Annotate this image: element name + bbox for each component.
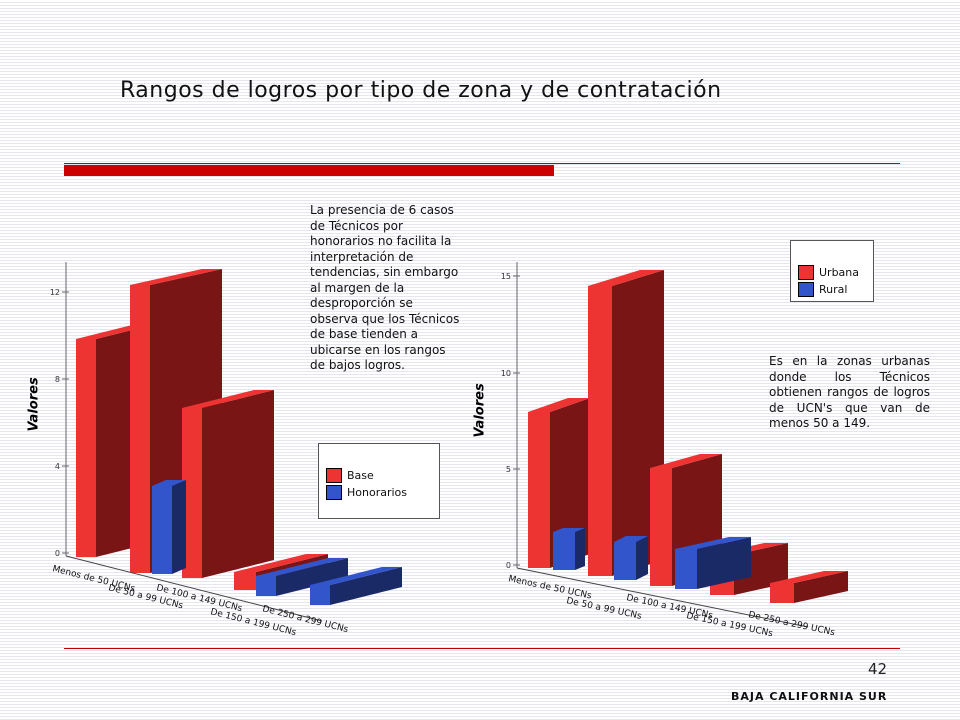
chart-1-bar-base-3-top xyxy=(234,554,328,572)
legend-item-rural: Rural xyxy=(798,282,866,297)
urbana-swatch-icon xyxy=(798,265,814,280)
chart-2-bar-rural-0-top xyxy=(553,528,585,532)
chart-2-category-label: Menos de 50 UCNs xyxy=(507,574,592,601)
chart-2-bar-urbana-1-top xyxy=(588,270,664,286)
chart-2-bar-urbana-4-front xyxy=(770,583,794,603)
legend-item-base: Base xyxy=(326,468,432,483)
chart-2-ylabel: Valores xyxy=(472,383,488,438)
chart-2-bar-urbana-0-front xyxy=(528,412,550,568)
chart-1-tick-label: 8 xyxy=(55,375,60,384)
left-note: La presencia de 6 casos de Técnicos por … xyxy=(310,203,460,372)
chart-1-bar-honorarios-2-side xyxy=(330,567,402,605)
chart-1-bar-honorarios-2-top xyxy=(310,567,402,585)
chart-2-bar-urbana-0-top xyxy=(528,398,590,412)
chart-1-bar-base-2-front xyxy=(182,408,202,578)
chart-1-bar-base-1-front xyxy=(130,285,150,573)
chart-2-tick-label: 0 xyxy=(506,561,511,570)
chart-1-bar-base-2-side xyxy=(202,390,274,578)
chart-2-bar-rural-2-front xyxy=(675,549,697,589)
chart-1-bar-base-3-front xyxy=(234,572,256,590)
chart-1-bar-honorarios-1-side xyxy=(276,558,348,596)
page-title: Rangos de logros por tipo de zona y de c… xyxy=(120,78,722,103)
legend-label-honorarios: Honorarios xyxy=(347,486,408,499)
chart-2-bar-urbana-2-front xyxy=(650,468,672,586)
chart-2-tick-label: 10 xyxy=(501,369,511,378)
base-swatch-icon xyxy=(326,468,342,483)
chart-2-bar-rural-2-side xyxy=(697,537,751,589)
chart-1-tick-label: 4 xyxy=(55,462,60,471)
chart-1-bar-honorarios-0-top xyxy=(152,480,186,486)
chart-2-x-axis xyxy=(516,567,809,628)
chart-2-bar-rural-2-top xyxy=(675,537,751,549)
chart-1-tick-label: 0 xyxy=(55,549,60,558)
title-accent-bar xyxy=(64,165,554,176)
honorarios-swatch-icon xyxy=(326,485,342,500)
chart-1-bar-honorarios-0-front xyxy=(152,486,172,574)
page-number: 42 xyxy=(868,660,888,678)
chart-1-bar-base-2-top xyxy=(182,390,274,408)
chart-1-bar-base-1-top xyxy=(130,269,222,285)
legend-label-base: Base xyxy=(347,469,374,482)
chart-2-bar-rural-1-top xyxy=(614,536,648,542)
chart-1-bar-base-0-front xyxy=(76,339,96,557)
chart-2-tick-label: 5 xyxy=(506,465,511,474)
chart-2-bar-urbana-1-front xyxy=(588,286,612,576)
chart-2-legend: Urbana Rural xyxy=(790,240,874,302)
bottom-divider xyxy=(64,648,900,649)
chart-2-bar-urbana-0-side xyxy=(550,398,590,568)
chart-2-bar-rural-0-front xyxy=(553,532,575,570)
chart-2-bar-rural-1-side xyxy=(636,536,648,580)
legend-item-urbana: Urbana xyxy=(798,265,866,280)
top-divider xyxy=(64,163,900,164)
right-note: Es en la zonas urbanas donde los Técnico… xyxy=(769,354,930,430)
chart-2-bar-urbana-4-side xyxy=(794,571,848,603)
legend-item-honorarios: Honorarios xyxy=(326,485,432,500)
chart-2-tick-label: 15 xyxy=(501,272,511,281)
chart-1-tick-label: 12 xyxy=(50,288,60,297)
chart-2-bar-rural-0-side xyxy=(575,528,585,570)
chart-1-bar-honorarios-1-top xyxy=(256,558,348,576)
footer-label: BAJA CALIFORNIA SUR xyxy=(731,690,888,703)
legend-label-urbana: Urbana xyxy=(819,266,860,279)
chart-2-bar-urbana-4-top xyxy=(770,571,848,583)
legend-label-rural: Rural xyxy=(819,283,848,296)
chart-1-x-axis xyxy=(65,555,323,622)
chart-2-bar-rural-1-front xyxy=(614,542,636,580)
rural-swatch-icon xyxy=(798,282,814,297)
chart-1-bar-honorarios-1-front xyxy=(256,576,276,596)
chart-1-legend: Base Honorarios xyxy=(318,443,440,519)
chart-1-bar-honorarios-0-side xyxy=(172,480,186,574)
chart-1-ylabel: Valores xyxy=(26,377,42,432)
chart-2-bar-urbana-2-top xyxy=(650,454,722,468)
chart-1-bar-honorarios-2-front xyxy=(310,585,330,605)
